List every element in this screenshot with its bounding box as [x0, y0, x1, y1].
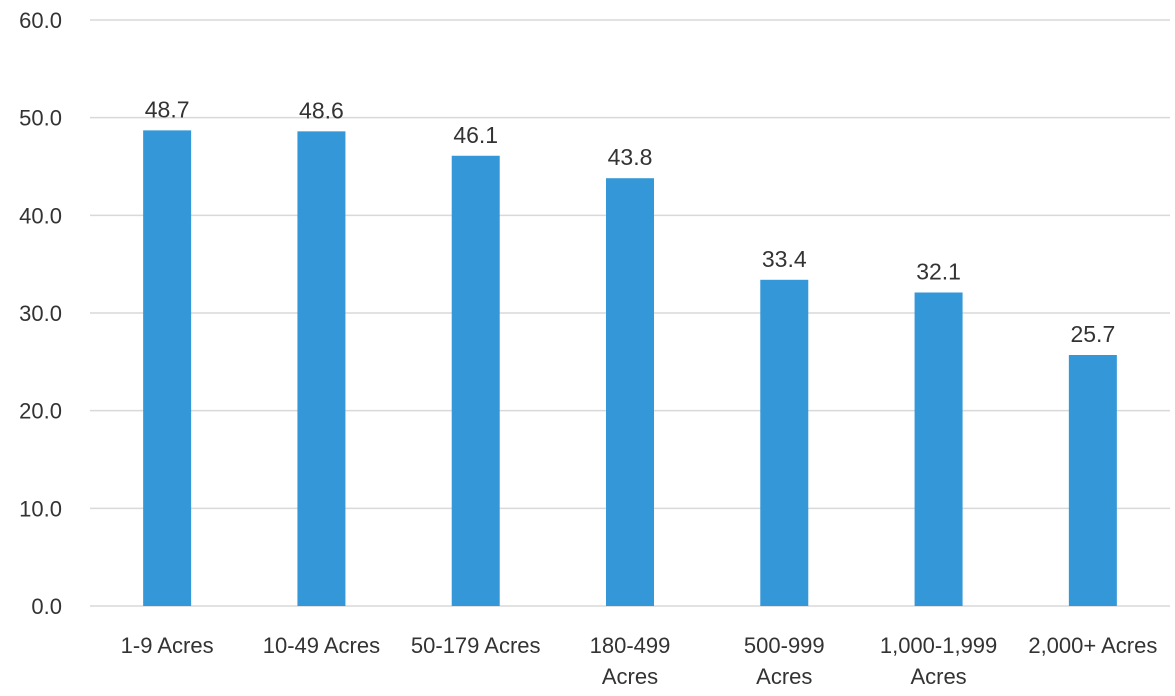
x-tick-label: 50-179 Acres	[411, 633, 541, 658]
data-label: 43.8	[608, 144, 653, 170]
x-tick-label: 500-999 Acres	[744, 633, 825, 689]
y-tick-label: 10.0	[19, 496, 62, 521]
bar	[606, 178, 654, 606]
y-tick-label: 0.0	[31, 594, 62, 619]
data-label: 48.7	[145, 96, 190, 122]
data-label: 33.4	[762, 246, 807, 272]
bar	[143, 130, 192, 606]
data-labels: 48.7 48.6 46.1 43.8 33.4 32.1 25.7	[145, 96, 1115, 347]
x-tick-label: 180-499 Acres	[590, 633, 671, 689]
bars	[143, 130, 1117, 607]
y-tick-label: 50.0	[19, 106, 62, 131]
data-label: 46.1	[453, 122, 498, 148]
x-tick-label: 10-49 Acres	[263, 633, 380, 658]
data-label: 48.6	[299, 97, 344, 123]
x-tick-label: 2,000+ Acres	[1028, 633, 1157, 658]
data-label: 32.1	[916, 258, 961, 284]
bar	[760, 279, 809, 606]
y-tick-label: 40.0	[19, 203, 62, 228]
bar	[914, 292, 963, 606]
x-tick-label: 1-9 Acres	[121, 633, 214, 658]
y-tick-label: 20.0	[19, 399, 62, 424]
y-tick-label: 30.0	[19, 301, 62, 326]
x-tick-label: 1,000-1,999 Acres	[880, 633, 997, 689]
x-axis: 1-9 Acres 10-49 Acres 50-179 Acres 180-499 A…	[121, 633, 1158, 689]
data-label: 25.7	[1070, 321, 1115, 347]
bar	[297, 131, 346, 606]
y-axis: 0.0 10.0 20.0 30.0 40.0 50.0 60.0	[19, 8, 62, 619]
bar	[1068, 354, 1117, 606]
bar	[451, 155, 500, 607]
y-tick-label: 60.0	[19, 8, 62, 33]
